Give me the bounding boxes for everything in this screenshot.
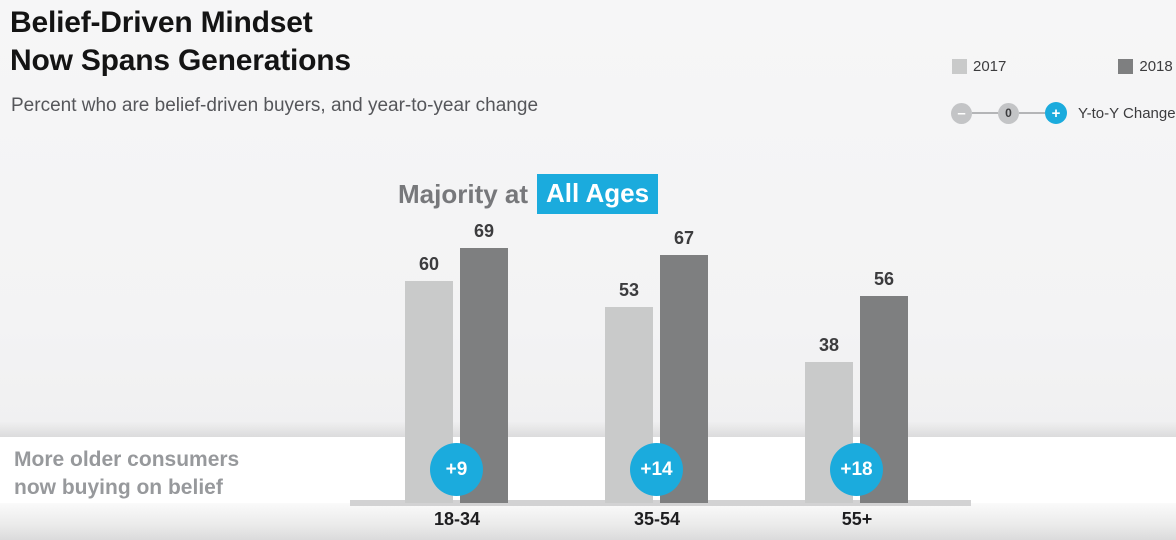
page-title-line1: Belief-Driven Mindset	[10, 6, 313, 39]
legend-swatch-2018-icon	[1118, 59, 1134, 74]
connector-line	[1019, 112, 1045, 114]
legend-label-2017: 2017	[973, 58, 1007, 75]
bar-value-2018-55+: 56	[873, 269, 895, 289]
yoy-change-legend: – 0 + Y-to-Y Change	[951, 102, 1176, 124]
connector-line	[972, 112, 998, 114]
axis-footer-band	[0, 503, 1176, 540]
plus-circle-icon: +	[1045, 102, 1067, 124]
page-title-line2: Now Spans Generations	[10, 44, 351, 77]
category-label-18-34: 18-34	[433, 509, 481, 529]
annotation-line2: now buying on belief	[14, 476, 223, 499]
category-label-35-54: 35-54	[633, 509, 681, 529]
annotation-line1: More older consumers	[14, 448, 240, 471]
bar-value-2017-35-54: 53	[618, 280, 640, 300]
legend-item-2018: 2018	[1118, 58, 1173, 75]
category-label-55+: 55+	[841, 509, 873, 529]
band-top-shadow	[0, 421, 1176, 437]
series-legend: 2017 2018	[952, 58, 1173, 75]
chart-heading: Majority at All Ages	[398, 174, 659, 214]
chart-heading-highlight: All Ages	[537, 174, 659, 214]
bar-value-2018-35-54: 67	[673, 228, 695, 248]
page-title: Belief-Driven Mindset Now Spans Generati…	[10, 4, 351, 80]
yoy-legend-label: Y-to-Y Change	[1078, 104, 1176, 122]
legend-swatch-2017-icon	[952, 59, 967, 74]
bar-value-2017-55+: 38	[818, 335, 840, 355]
chart-annotation: More older consumers now buying on belie…	[14, 446, 239, 502]
yoy-change-badge-55+: +18	[830, 443, 883, 496]
chart-heading-plain: Majority at	[398, 178, 529, 209]
highlight-band	[0, 437, 1176, 503]
legend-label-2018: 2018	[1139, 58, 1173, 75]
page-subtitle: Percent who are belief-driven buyers, an…	[11, 95, 539, 116]
minus-circle-icon: –	[951, 102, 972, 124]
zero-circle-icon: 0	[998, 102, 1019, 124]
yoy-change-badge-18-34: +9	[430, 443, 483, 496]
bar-value-2018-18-34: 69	[473, 221, 495, 241]
x-axis-line	[350, 500, 971, 506]
bar-value-2017-18-34: 60	[418, 254, 440, 274]
yoy-change-badge-35-54: +14	[630, 443, 683, 496]
legend-item-2017: 2017	[952, 58, 1006, 75]
